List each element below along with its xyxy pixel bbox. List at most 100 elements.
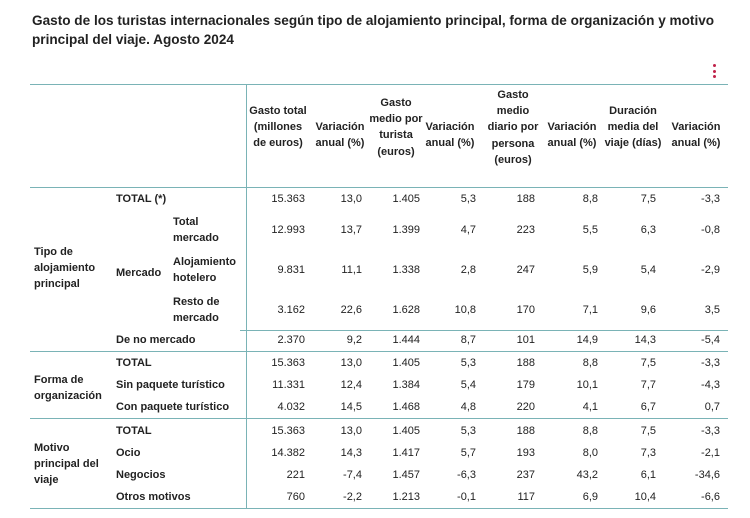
subgroup-label-mercado: Mercado [116, 267, 162, 279]
cell-value: 14.382 [271, 447, 305, 459]
cell-value: -6,6 [701, 491, 720, 503]
cell-value: 2.370 [277, 334, 305, 346]
cell-value: -0,8 [701, 224, 720, 236]
cell-value: 0,7 [704, 401, 720, 413]
cell-value: 12,4 [340, 379, 362, 391]
cell-value: 193 [516, 447, 535, 459]
cell-value: 5,4 [460, 379, 476, 391]
table-row: Negocios 221 -7,4 1.457 -6,3 237 43,2 6,1 -34,6 [30, 464, 728, 486]
table-row: Resto de mercado 3.162 22,6 1.628 10,8 170 7,1… [30, 290, 728, 330]
cell-value: 10,8 [454, 304, 476, 316]
row-label: TOTAL [116, 357, 152, 369]
row-label: Sin paquete turístico [116, 379, 225, 391]
cell-value: 237 [516, 469, 535, 481]
cell-value: 5,3 [460, 193, 476, 205]
column-header: Variación anual (%) [547, 121, 597, 150]
cell-value: 8,7 [460, 334, 476, 346]
cell-value: 14,9 [576, 334, 598, 346]
cell-value: 8,8 [582, 425, 598, 437]
cell-value: 7,1 [582, 304, 598, 316]
row-label: Ocio [116, 447, 141, 459]
cell-value: -0,1 [457, 491, 476, 503]
cell-value: 4,7 [460, 224, 476, 236]
table-top-rule [30, 84, 728, 85]
table-row: De no mercado 2.370 9,2 1.444 8,7 101 14,9 14,3… [30, 330, 728, 350]
cell-value: 220 [516, 401, 535, 413]
column-header: Variación anual (%) [315, 121, 365, 150]
cell-value: 1.417 [392, 447, 420, 459]
cell-value: 22,6 [340, 304, 362, 316]
cell-value: 7,7 [640, 379, 656, 391]
cell-value: 6,7 [640, 401, 656, 413]
cell-value: 43,2 [576, 469, 598, 481]
cell-value: 247 [516, 264, 535, 276]
cell-value: 10,1 [576, 379, 598, 391]
cell-value: 2,8 [460, 264, 476, 276]
cell-value: 13,0 [340, 193, 362, 205]
cell-value: 170 [516, 304, 535, 316]
cell-value: -3,3 [701, 193, 720, 205]
data-table: Gasto total (millones de euros) Variación… [30, 84, 728, 509]
cell-value: 5,4 [640, 264, 656, 276]
table-row: TOTAL 15.363 13,0 1.405 5,3 188 8,8 7,5 -3,3 [30, 352, 728, 374]
row-label: TOTAL [116, 425, 152, 437]
table-row: TOTAL 15.363 13,0 1.405 5,3 188 8,8 7,5 -3,3 [30, 420, 728, 442]
table-header: Gasto total (millones de euros) Variación… [30, 85, 728, 188]
cell-value: 760 [286, 491, 305, 503]
cell-value: 188 [516, 425, 535, 437]
group-label-tipo: Tipo de alojamiento principal [34, 246, 96, 290]
row-label: Alojamiento hotelero [173, 256, 236, 284]
cell-value: 5,5 [582, 224, 598, 236]
cell-value: -34,6 [694, 469, 720, 481]
cell-value: 10,4 [634, 491, 656, 503]
column-header: Variación anual (%) [425, 121, 475, 150]
cell-value: 5,3 [460, 357, 476, 369]
cell-value: 1.338 [392, 264, 420, 276]
column-divider [246, 188, 247, 508]
cell-value: 6,3 [640, 224, 656, 236]
cell-value: 1.444 [392, 334, 420, 346]
cell-value: 14,5 [340, 401, 362, 413]
row-separator [30, 418, 728, 419]
cell-value: 117 [517, 491, 535, 503]
row-separator [30, 351, 728, 352]
cell-value: 1.457 [392, 469, 420, 481]
cell-value: 4,8 [460, 401, 476, 413]
column-header: Gasto medio diario por persona (euros) [487, 89, 539, 166]
cell-value: 11.331 [272, 379, 305, 391]
kebab-menu-icon[interactable] [710, 64, 718, 78]
cell-value: -4,3 [701, 379, 720, 391]
row-separator [30, 508, 728, 509]
table-row: TOTAL (*) 15.363 13,0 1.405 5,3 188 8,8 7,5 -3,3 [30, 188, 728, 210]
cell-value: 1.384 [392, 379, 420, 391]
row-separator [240, 330, 728, 331]
column-header: Gasto medio por turista (euros) [369, 97, 423, 158]
cell-value: -2,1 [701, 447, 720, 459]
cell-value: -3,3 [701, 357, 720, 369]
cell-value: 9.831 [277, 264, 305, 276]
cell-value: 7,5 [640, 193, 656, 205]
cell-value: 1.399 [392, 224, 420, 236]
row-label: Negocios [116, 469, 166, 481]
cell-value: 5,9 [582, 264, 598, 276]
cell-value: 4.032 [277, 401, 305, 413]
group-label-forma: Forma de organización [34, 374, 102, 402]
cell-value: -5,4 [701, 334, 720, 346]
row-label: Con paquete turístico [116, 401, 230, 413]
cell-value: 12.993 [271, 224, 305, 236]
cell-value: 1.405 [392, 357, 420, 369]
cell-value: 1.405 [392, 193, 420, 205]
row-label: TOTAL (*) [116, 193, 167, 205]
cell-value: 7,3 [640, 447, 656, 459]
cell-value: 8,8 [582, 357, 598, 369]
cell-value: 13,7 [340, 224, 362, 236]
cell-value: -2,9 [701, 264, 720, 276]
cell-value: 4,1 [582, 401, 598, 413]
table-row: Alojamiento hotelero 9.831 11,1 1.338 2,8 247… [30, 250, 728, 290]
cell-value: 3.162 [277, 304, 305, 316]
cell-value: 5,3 [460, 425, 476, 437]
column-header: Gasto total (millones de euros) [249, 105, 307, 150]
column-header: Variación anual (%) [671, 121, 721, 150]
cell-value: 3,5 [704, 304, 720, 316]
group-label-motivo: Motivo principal del viaje [34, 442, 99, 486]
